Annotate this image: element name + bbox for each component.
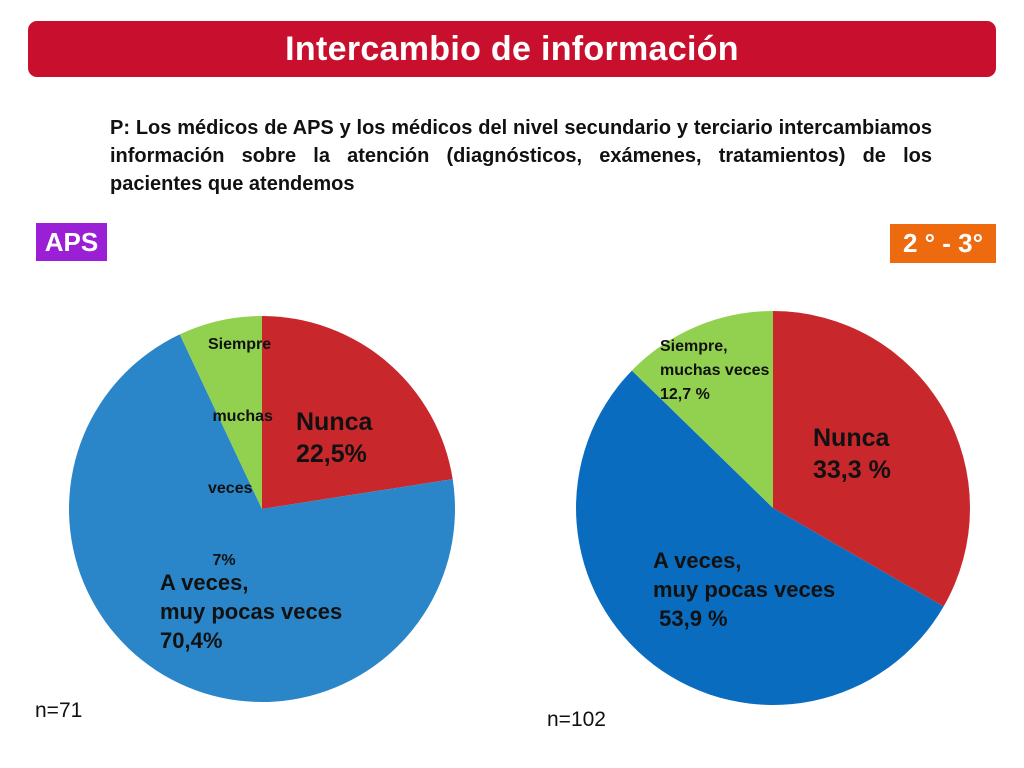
title-bar: Intercambio de información <box>28 21 996 77</box>
pie-chart-secondary-tertiary <box>576 311 971 705</box>
label-line: 70,4% <box>160 628 223 653</box>
label-line: Siempre, <box>660 338 728 355</box>
label-line: muy pocas veces <box>160 599 343 624</box>
label-line: A veces, <box>160 570 249 595</box>
slice-label-aps-siempre: Siempre muchas veces 7% <box>208 285 273 597</box>
slice-label-sec-nunca: Nunca 33,3 % <box>813 422 891 486</box>
n-label-secondary-tertiary: n=102 <box>547 708 606 731</box>
pie-slice-sec-siempre-muchas-veces <box>631 311 773 508</box>
label-line: Nunca <box>296 408 373 436</box>
label-line: Nunca <box>813 424 890 452</box>
label-line: muchas veces <box>660 362 770 379</box>
slice-label-aps-a-veces: A veces, muy pocas veces 70,4% <box>160 568 342 655</box>
pie-slice-sec-a-veces-muy-pocas-veces <box>576 370 944 705</box>
label-line: muy pocas veces <box>653 577 836 602</box>
slice-label-sec-siempre: Siempre, muchas veces 12,7 % <box>660 335 769 407</box>
label-line: 33,3 % <box>813 456 891 484</box>
pie-slice-aps-siempre-muchas-veces <box>179 316 262 509</box>
pie-slice-sec-nunca <box>773 311 971 607</box>
label-line: 22,5% <box>296 440 367 468</box>
pie-slice-aps-nunca <box>262 316 453 509</box>
label-line: Siempre <box>208 336 272 353</box>
label-line: A veces, <box>653 548 742 573</box>
secondary-tertiary-badge: 2 ° - 3° <box>890 224 996 263</box>
n-label-aps: n=71 <box>35 699 83 722</box>
slice-label-aps-nunca: Nunca 22,5% <box>296 406 372 470</box>
aps-badge: APS <box>36 223 107 261</box>
label-line: 7% <box>208 552 236 569</box>
label-line: 53,9 % <box>653 606 728 631</box>
label-line: muchas <box>208 408 273 425</box>
pie-chart-aps <box>69 316 456 702</box>
slice-label-sec-a-veces: A veces, muy pocas veces 53,9 % <box>653 546 835 633</box>
pie-slice-aps-a-veces-muy-pocas-veces <box>69 334 456 702</box>
page-title: Intercambio de información <box>285 29 739 68</box>
label-line: veces <box>208 480 253 497</box>
question-text: P: Los médicos de APS y los médicos del … <box>110 117 932 195</box>
label-line: 12,7 % <box>660 386 710 403</box>
